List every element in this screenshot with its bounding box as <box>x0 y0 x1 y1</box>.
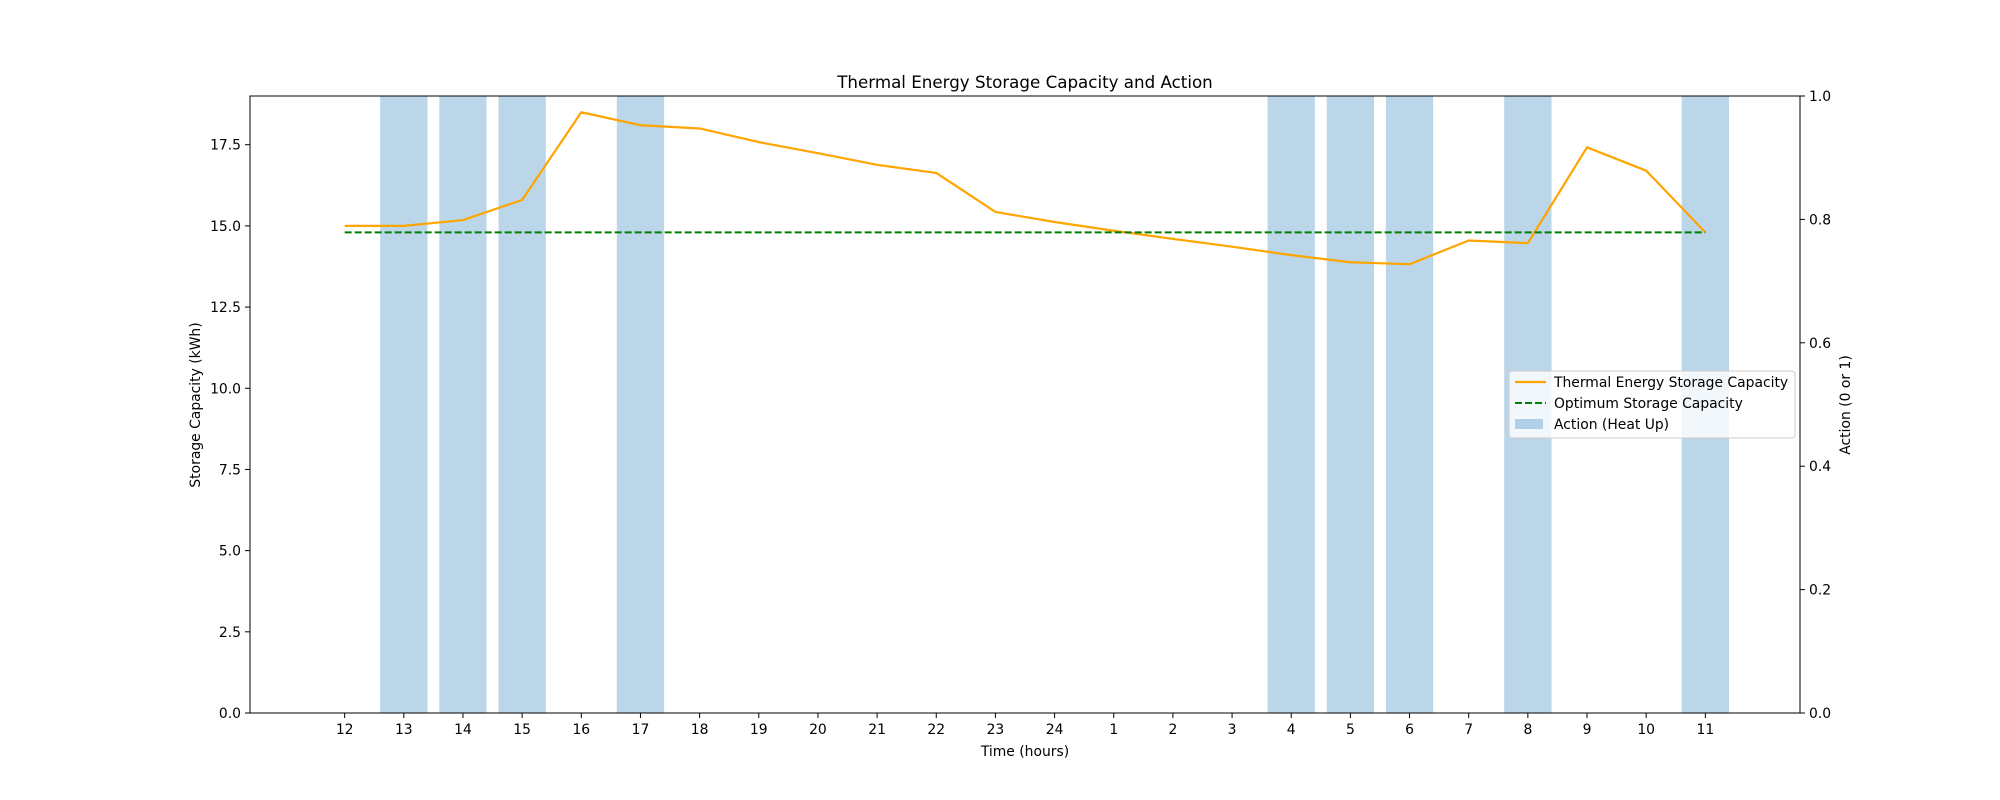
y-axis-right: 0.0 0.2 0.4 0.6 0.8 1.0 <box>1800 89 1831 722</box>
legend: Thermal Energy Storage Capacity Optimum … <box>1508 370 1796 439</box>
x-tick-label: 10 <box>1637 722 1655 738</box>
x-tick-label: 14 <box>454 722 472 738</box>
action-bar-5 <box>1326 96 1375 713</box>
action-bar-6 <box>1385 96 1434 713</box>
x-tick-label: 12 <box>336 722 354 738</box>
y2-tick-label: 0.8 <box>1809 212 1831 228</box>
y2-tick-label: 0.0 <box>1809 706 1831 722</box>
x-tick-label: 16 <box>572 722 590 738</box>
y-tick-label: 0.0 <box>219 706 241 722</box>
legend-swatch-action <box>1515 419 1543 429</box>
x-tick-label: 17 <box>632 722 650 738</box>
y-tick-label: 12.5 <box>210 300 241 316</box>
action-bar-15 <box>498 96 546 713</box>
y-tick-label: 15.0 <box>210 219 241 235</box>
action-bar-17 <box>616 96 665 713</box>
x-tick-label: 6 <box>1405 722 1414 738</box>
y-tick-label: 17.5 <box>210 138 241 154</box>
plot-area-frame <box>249 95 1801 714</box>
x-tick-label: 15 <box>513 722 531 738</box>
y2-tick-label: 0.4 <box>1809 459 1831 475</box>
action-bar-13 <box>380 96 428 713</box>
chart-title: Thermal Energy Storage Capacity and Acti… <box>836 72 1213 92</box>
y-axis-left: 0.0 2.5 5.0 7.5 10.0 12.5 15.0 17.5 <box>210 138 250 722</box>
x-tick-label: 2 <box>1168 722 1177 738</box>
x-tick-label: 13 <box>395 722 413 738</box>
x-tick-label: 4 <box>1287 722 1296 738</box>
x-tick-label: 20 <box>809 722 827 738</box>
y-axis-label: Storage Capacity (kWh) <box>188 322 204 487</box>
x-tick-label: 19 <box>750 722 768 738</box>
y-tick-label: 10.0 <box>210 381 241 397</box>
x-tick-label: 8 <box>1523 722 1532 738</box>
x-tick-label: 21 <box>868 722 886 738</box>
series-lines <box>344 111 1707 266</box>
x-tick-label: 18 <box>691 722 709 738</box>
action-bar-14 <box>439 96 487 713</box>
action-bar-4 <box>1267 96 1315 713</box>
x-tick-label: 24 <box>1046 722 1064 738</box>
x-tick-label: 23 <box>987 722 1005 738</box>
x-tick-label: 9 <box>1583 722 1592 738</box>
x-tick-label: 22 <box>927 722 945 738</box>
x-tick-label: 7 <box>1464 722 1473 738</box>
legend-label-thermal: Thermal Energy Storage Capacity <box>1553 375 1788 391</box>
y2-tick-label: 0.2 <box>1809 583 1831 599</box>
x-axis-label: Time (hours) <box>980 744 1069 760</box>
x-axis: 12 13 14 15 16 17 18 19 20 21 22 23 24 1 2 3 4 5 6 7 8 9 10 11 <box>336 713 1714 738</box>
y2-tick-label: 1.0 <box>1809 89 1831 105</box>
x-tick-label: 11 <box>1696 722 1714 738</box>
y-tick-label: 7.5 <box>219 462 241 478</box>
legend-box <box>1508 370 1796 439</box>
legend-label-optimum: Optimum Storage Capacity <box>1554 396 1743 412</box>
y2-tick-label: 0.6 <box>1809 336 1831 352</box>
x-tick-label: 5 <box>1346 722 1355 738</box>
y-tick-label: 5.0 <box>219 544 241 560</box>
x-tick-label: 3 <box>1228 722 1237 738</box>
thermal-capacity-line <box>344 111 1707 266</box>
y2-axis-label: Action (0 or 1) <box>1838 355 1854 454</box>
legend-label-action: Action (Heat Up) <box>1554 417 1669 433</box>
x-tick-label: 1 <box>1109 722 1118 738</box>
y-tick-label: 2.5 <box>219 625 241 641</box>
